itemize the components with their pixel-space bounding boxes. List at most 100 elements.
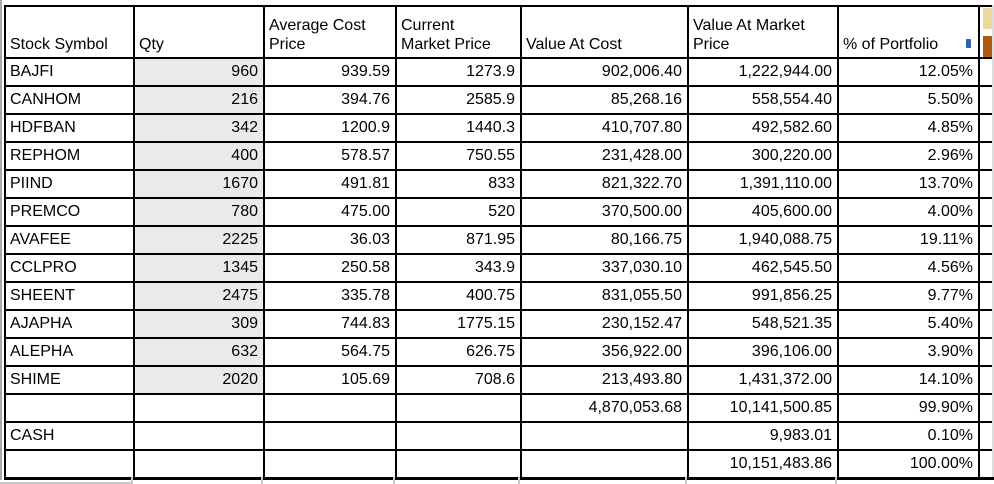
cell-value-at-market-price[interactable]: 1,391,110.00 bbox=[687, 169, 839, 199]
cell-pct-of-portfolio[interactable]: 2.96% bbox=[837, 141, 980, 171]
cell-stock-symbol[interactable]: ALEPHA bbox=[4, 337, 135, 367]
cell-clipped[interactable] bbox=[978, 309, 994, 339]
cell-value-at-cost[interactable]: 410,707.80 bbox=[520, 113, 689, 143]
cell-current-market-price[interactable] bbox=[395, 421, 522, 451]
cell-value-at-market-price[interactable]: 1,940,088.75 bbox=[687, 225, 839, 255]
cell-value-at-cost[interactable]: 337,030.10 bbox=[520, 253, 689, 283]
cell-current-market-price[interactable]: 1273.9 bbox=[395, 57, 522, 87]
cell-clipped[interactable] bbox=[978, 225, 994, 255]
cell-stock-symbol[interactable] bbox=[4, 449, 135, 480]
cell-qty[interactable]: 400 bbox=[133, 141, 265, 171]
cell-clipped[interactable] bbox=[978, 449, 994, 480]
cell-average-cost-price[interactable]: 250.58 bbox=[263, 253, 397, 283]
cell-current-market-price[interactable]: 343.9 bbox=[395, 253, 522, 283]
cell-value-at-market-price[interactable]: 462,545.50 bbox=[687, 253, 839, 283]
cell-average-cost-price[interactable] bbox=[263, 393, 397, 423]
column-header-value-at-market-price[interactable]: Value At Market Price bbox=[687, 5, 839, 59]
cell-average-cost-price[interactable]: 105.69 bbox=[263, 365, 397, 395]
cell-qty[interactable] bbox=[133, 421, 265, 451]
cell-value-at-cost[interactable]: 231,428.00 bbox=[520, 141, 689, 171]
cell-value-at-market-price[interactable]: 9,983.01 bbox=[687, 421, 839, 451]
cell-clipped[interactable] bbox=[978, 141, 994, 171]
cell-value-at-market-price[interactable]: 558,554.40 bbox=[687, 85, 839, 115]
cell-value-at-market-price[interactable]: 1,222,944.00 bbox=[687, 57, 839, 87]
cell-qty[interactable]: 2225 bbox=[133, 225, 265, 255]
cell-value-at-market-price[interactable]: 300,220.00 bbox=[687, 141, 839, 171]
cell-pct-of-portfolio[interactable]: 9.77% bbox=[837, 281, 980, 311]
cell-current-market-price[interactable]: 2585.9 bbox=[395, 85, 522, 115]
cell-value-at-market-price[interactable]: 492,582.60 bbox=[687, 113, 839, 143]
cell-clipped[interactable] bbox=[978, 281, 994, 311]
cell-clipped[interactable] bbox=[978, 57, 994, 87]
cell-clipped[interactable] bbox=[978, 113, 994, 143]
cell-qty[interactable]: 216 bbox=[133, 85, 265, 115]
cell-pct-of-portfolio[interactable]: 4.56% bbox=[837, 253, 980, 283]
cell-clipped[interactable] bbox=[978, 393, 994, 423]
cell-current-market-price[interactable] bbox=[395, 393, 522, 423]
cell-stock-symbol[interactable]: BAJFI bbox=[4, 57, 135, 87]
cell-current-market-price[interactable]: 871.95 bbox=[395, 225, 522, 255]
column-header-qty[interactable]: Qty bbox=[133, 5, 265, 59]
cell-average-cost-price[interactable]: 1200.9 bbox=[263, 113, 397, 143]
cell-value-at-cost[interactable]: 213,493.80 bbox=[520, 365, 689, 395]
cell-value-at-market-price[interactable]: 396,106.00 bbox=[687, 337, 839, 367]
column-header-pct-of-portfolio[interactable]: % of Portfolio bbox=[837, 5, 980, 59]
column-header-clipped[interactable] bbox=[978, 5, 994, 59]
cell-current-market-price[interactable]: 1440.3 bbox=[395, 113, 522, 143]
cell-qty[interactable]: 2020 bbox=[133, 365, 265, 395]
cell-pct-of-portfolio[interactable]: 13.70% bbox=[837, 169, 980, 199]
column-header-current-market-price[interactable]: Current Market Price bbox=[395, 5, 522, 59]
cell-current-market-price[interactable]: 833 bbox=[395, 169, 522, 199]
cell-pct-of-portfolio[interactable]: 100.00% bbox=[837, 449, 980, 480]
cell-current-market-price[interactable]: 708.6 bbox=[395, 365, 522, 395]
cell-current-market-price[interactable] bbox=[395, 449, 522, 480]
cell-stock-symbol[interactable]: AJAPHA bbox=[4, 309, 135, 339]
cell-stock-symbol[interactable]: AVAFEE bbox=[4, 225, 135, 255]
cell-stock-symbol[interactable]: HDFBAN bbox=[4, 113, 135, 143]
cell-value-at-cost[interactable]: 370,500.00 bbox=[520, 197, 689, 227]
cell-average-cost-price[interactable]: 475.00 bbox=[263, 197, 397, 227]
cell-current-market-price[interactable]: 1775.15 bbox=[395, 309, 522, 339]
cell-value-at-cost[interactable]: 821,322.70 bbox=[520, 169, 689, 199]
cell-average-cost-price[interactable]: 578.57 bbox=[263, 141, 397, 171]
cell-average-cost-price[interactable] bbox=[263, 449, 397, 480]
column-header-value-at-cost[interactable]: Value At Cost bbox=[520, 5, 689, 59]
cell-current-market-price[interactable]: 520 bbox=[395, 197, 522, 227]
cell-average-cost-price[interactable]: 36.03 bbox=[263, 225, 397, 255]
cell-pct-of-portfolio[interactable]: 12.05% bbox=[837, 57, 980, 87]
cell-qty[interactable]: 780 bbox=[133, 197, 265, 227]
cell-value-at-cost[interactable] bbox=[520, 421, 689, 451]
cell-qty[interactable]: 342 bbox=[133, 113, 265, 143]
cell-value-at-market-price[interactable]: 548,521.35 bbox=[687, 309, 839, 339]
cell-average-cost-price[interactable]: 939.59 bbox=[263, 57, 397, 87]
cell-pct-of-portfolio[interactable]: 4.85% bbox=[837, 113, 980, 143]
cell-value-at-cost[interactable]: 356,922.00 bbox=[520, 337, 689, 367]
cell-current-market-price[interactable]: 750.55 bbox=[395, 141, 522, 171]
cell-clipped[interactable] bbox=[978, 253, 994, 283]
cell-stock-symbol[interactable]: SHIME bbox=[4, 365, 135, 395]
cell-average-cost-price[interactable]: 335.78 bbox=[263, 281, 397, 311]
cell-value-at-market-price[interactable]: 991,856.25 bbox=[687, 281, 839, 311]
cell-stock-symbol[interactable]: PREMCO bbox=[4, 197, 135, 227]
cell-clipped[interactable] bbox=[978, 169, 994, 199]
cell-clipped[interactable] bbox=[978, 337, 994, 367]
cell-qty[interactable] bbox=[133, 449, 265, 480]
cell-clipped[interactable] bbox=[978, 365, 994, 395]
cell-stock-symbol[interactable]: CASH bbox=[4, 421, 135, 451]
cell-qty[interactable]: 1670 bbox=[133, 169, 265, 199]
cell-current-market-price[interactable]: 626.75 bbox=[395, 337, 522, 367]
cell-value-at-cost[interactable]: 230,152.47 bbox=[520, 309, 689, 339]
cell-average-cost-price[interactable]: 744.83 bbox=[263, 309, 397, 339]
cell-stock-symbol[interactable]: REPHOM bbox=[4, 141, 135, 171]
cell-average-cost-price[interactable] bbox=[263, 421, 397, 451]
cell-value-at-cost[interactable]: 4,870,053.68 bbox=[520, 393, 689, 423]
cell-value-at-market-price[interactable]: 1,431,372.00 bbox=[687, 365, 839, 395]
cell-stock-symbol[interactable]: SHEENT bbox=[4, 281, 135, 311]
cell-stock-symbol[interactable] bbox=[4, 393, 135, 423]
cell-pct-of-portfolio[interactable]: 0.10% bbox=[837, 421, 980, 451]
cell-clipped[interactable] bbox=[978, 197, 994, 227]
cell-qty[interactable]: 960 bbox=[133, 57, 265, 87]
cell-pct-of-portfolio[interactable]: 3.90% bbox=[837, 337, 980, 367]
cell-qty[interactable] bbox=[133, 393, 265, 423]
cell-value-at-market-price[interactable]: 10,151,483.86 bbox=[687, 449, 839, 480]
